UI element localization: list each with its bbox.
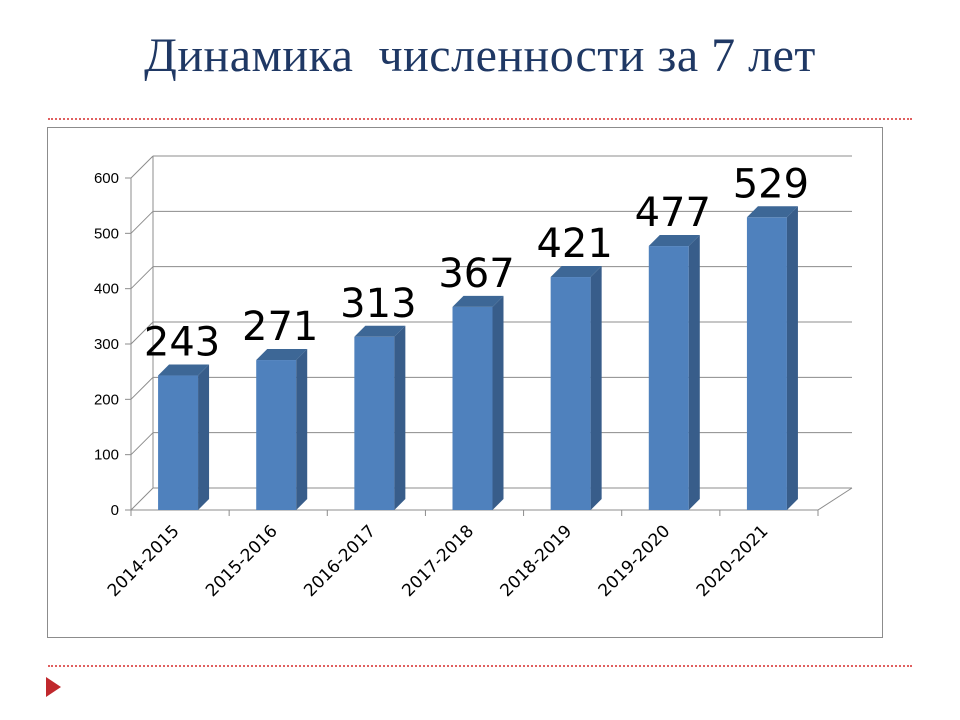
y-tick-label: 500 [94,225,119,242]
bar-side [296,349,308,510]
data-label: 313 [340,281,416,327]
x-tick-label: 2020-2021 [693,521,773,601]
gridline-side [130,321,154,345]
bar-top [746,206,798,218]
floor-edge [817,487,853,511]
data-label: 367 [438,251,514,297]
top-divider [48,118,912,120]
x-tick-label: 2014-2015 [104,521,184,601]
y-tick-label: 400 [94,281,119,298]
gridline-side [130,155,154,179]
bar-front [452,306,493,510]
gridline-side [130,487,154,511]
bar-front [158,375,199,510]
bar-top [158,364,210,376]
red-triangle-bullet-icon [46,677,61,697]
gridline-side [130,376,154,400]
y-tick-label: 300 [94,336,119,353]
bar-front [550,277,591,510]
slide-title: Динамика численности за 7 лет [144,29,816,82]
bar-top [354,325,406,337]
gridline-side [130,210,154,234]
bar-side [590,266,602,510]
bar-side [786,206,798,510]
data-label: 421 [536,221,612,267]
y-tick-label: 0 [111,502,119,519]
column-chart: 0 100 200 300 400 500 600 243 2014-2015 271 2015-2… [94,155,853,601]
data-label: 243 [144,320,220,366]
chart-frame: 0 100 200 300 400 500 600 243 2014-2015 271 2015-2… [47,127,883,638]
bar-top [256,349,308,361]
x-tick-label: 2015-2016 [202,521,282,601]
bar-side [198,364,210,510]
bottom-divider [48,665,912,667]
y-tick-label: 200 [94,391,119,408]
x-tick-label: 2016-2017 [300,521,380,601]
bar-side [688,235,700,510]
bar-side [492,295,504,510]
y-tick-label: 600 [94,170,119,187]
bar-top [452,295,504,307]
gridline-side [130,266,154,290]
bar-front [746,217,787,510]
gridline-side [130,432,154,456]
data-label: 529 [733,161,809,207]
bar-top [648,235,700,247]
bar-front [256,360,297,510]
data-label: 477 [635,190,711,236]
bar-front [354,336,395,510]
x-tick-label: 2019-2020 [595,521,675,601]
data-label: 271 [242,304,318,350]
bar-top [550,266,602,278]
x-tick-label: 2017-2018 [398,521,478,601]
bar-front [648,246,689,510]
bar-side [394,325,406,510]
x-tick-label: 2018-2019 [497,521,577,601]
y-tick-label: 100 [94,447,119,464]
